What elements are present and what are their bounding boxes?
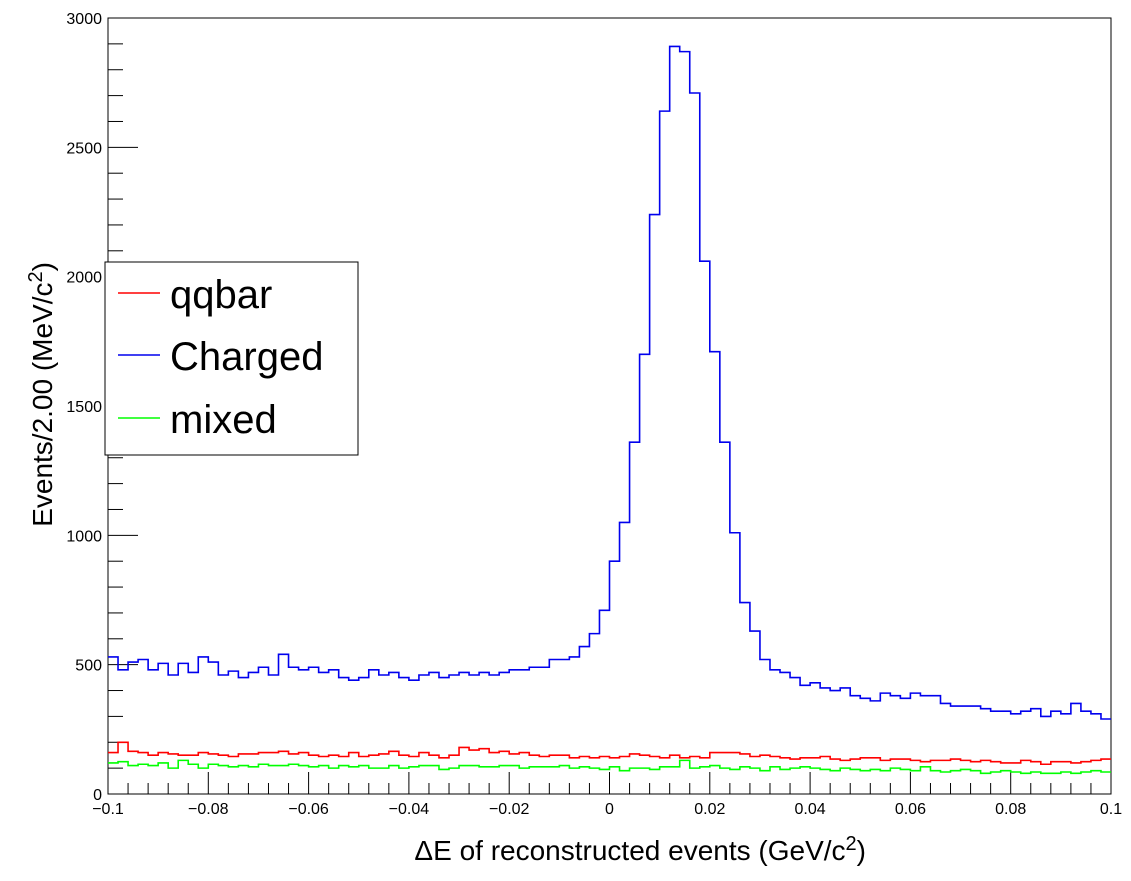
x-axis-title: ΔE of reconstructed events (GeV/c2) — [414, 833, 866, 866]
x-tick-label: 0.06 — [895, 801, 926, 818]
series-qqbar — [108, 741, 1111, 766]
x-tick-label: −0.1 — [92, 801, 124, 818]
x-tick-label: −0.06 — [288, 801, 329, 818]
series-charged — [108, 45, 1111, 720]
x-tick-label: 0.04 — [795, 801, 826, 818]
legend-box — [104, 261, 359, 456]
x-tick-label: 0 — [605, 801, 614, 818]
y-tick-label: 2500 — [66, 140, 102, 157]
legend-label-qqbar: qqbar — [170, 273, 272, 317]
y-tick-label: 0 — [93, 787, 102, 804]
y-axis-title: Events/2.00 (MeV/c2) — [25, 262, 58, 527]
x-tick-label: −0.08 — [188, 801, 229, 818]
y-tick-label: 1500 — [66, 399, 102, 416]
x-tick-label: 0.1 — [1100, 801, 1122, 818]
legend-label-charged: Charged — [170, 335, 323, 379]
x-tick-labels: −0.1 −0.08 −0.06 −0.04 −0.02 0 0.02 0.04 0.06 0.0… — [92, 801, 1122, 818]
x-tick-label: −0.02 — [489, 801, 530, 818]
y-tick-label: 500 — [75, 658, 102, 675]
series-line-qqbar — [108, 741, 1111, 766]
y-tick-label: 2000 — [66, 270, 102, 287]
series-line-mixed — [108, 759, 1111, 775]
legend: qqbar Charged mixed — [104, 261, 359, 456]
y-tick-label: 1000 — [66, 528, 102, 545]
y-tick-labels: 0 500 1000 1500 2000 2500 3000 — [66, 11, 102, 804]
series-mixed — [108, 759, 1111, 775]
legend-label-mixed: mixed — [170, 398, 277, 442]
x-tick-label: 0.02 — [694, 801, 725, 818]
x-tick-label: −0.04 — [389, 801, 430, 818]
y-tick-label: 3000 — [66, 11, 102, 28]
series-line-charged — [108, 45, 1111, 720]
x-tick-label: 0.08 — [995, 801, 1026, 818]
series-layer — [108, 45, 1111, 775]
